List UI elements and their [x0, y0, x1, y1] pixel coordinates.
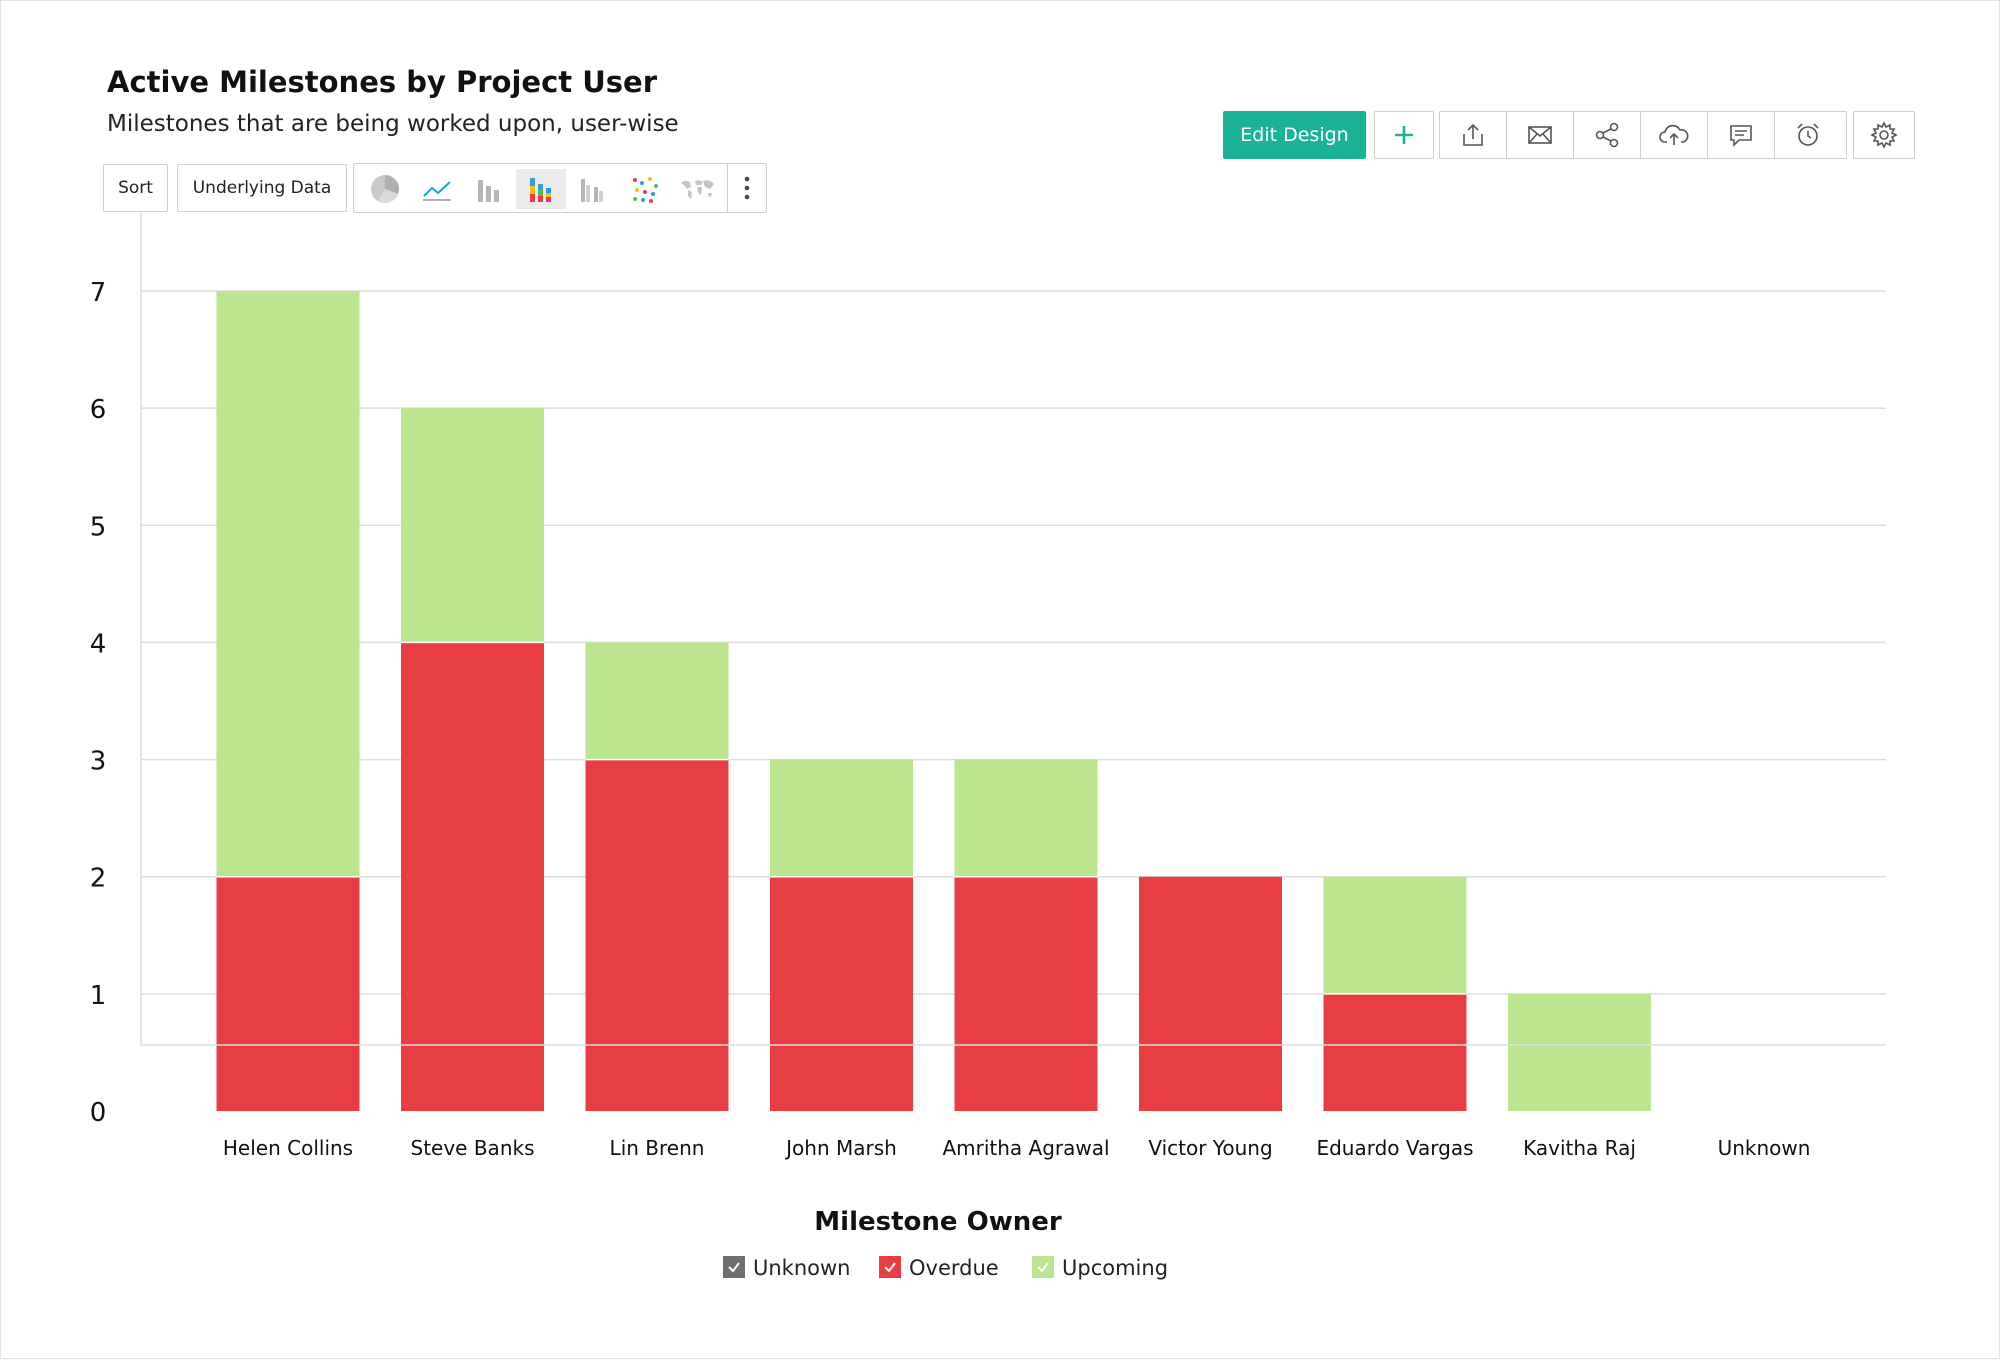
share-icon[interactable]	[1574, 112, 1641, 158]
bar-overdue-helen-collins[interactable]	[216, 876, 360, 1111]
scatter-chart-icon[interactable]	[620, 169, 670, 209]
y-tick-label: 5	[90, 512, 107, 542]
legend-swatch	[723, 1256, 745, 1278]
legend-swatch	[879, 1256, 901, 1278]
line-chart-icon[interactable]	[412, 169, 462, 209]
grouped-bar-chart-icon[interactable]	[568, 169, 618, 209]
stacked-bar-chart-icon[interactable]	[516, 169, 566, 209]
x-tick-label: Amritha Agrawal	[942, 1136, 1109, 1160]
bar-overdue-amritha-agrawal[interactable]	[954, 876, 1098, 1111]
export-icon[interactable]	[1440, 112, 1507, 158]
bar-upcoming-amritha-agrawal[interactable]	[954, 759, 1098, 877]
legend-item-upcoming[interactable]: Upcoming	[1032, 1256, 1168, 1280]
comment-icon[interactable]	[1708, 112, 1775, 158]
y-tick-label: 4	[90, 629, 107, 659]
y-tick-label: 2	[90, 864, 107, 894]
check-icon	[728, 1262, 740, 1273]
bar-upcoming-helen-collins[interactable]	[216, 291, 360, 877]
bar-upcoming-steve-banks[interactable]	[401, 408, 544, 643]
legend-swatch	[1032, 1256, 1054, 1278]
chart-type-bar	[353, 163, 767, 213]
legend-label: Unknown	[753, 1256, 850, 1280]
chart-subtitle: Milestones that are being worked upon, u…	[107, 111, 679, 137]
y-tick-label: 7	[90, 278, 107, 308]
check-icon	[1037, 1262, 1049, 1273]
email-icon[interactable]	[1507, 112, 1574, 158]
edit-design-button[interactable]: Edit Design	[1223, 111, 1366, 159]
bar-overdue-eduardo-vargas[interactable]	[1323, 993, 1467, 1111]
map-chart-icon[interactable]	[672, 169, 722, 209]
bar-overdue-lin-brenn[interactable]	[585, 759, 729, 1111]
settings-icon[interactable]	[1854, 112, 1914, 158]
publish-cloud-icon[interactable]	[1641, 112, 1708, 158]
x-tick-label: John Marsh	[784, 1136, 897, 1160]
add-group	[1374, 111, 1434, 159]
x-tick-label: Lin Brenn	[610, 1136, 705, 1160]
bar-upcoming-john-marsh[interactable]	[770, 759, 913, 877]
x-tick-label: Helen Collins	[223, 1136, 353, 1160]
x-tick-label: Kavitha Raj	[1523, 1136, 1636, 1160]
add-icon[interactable]	[1375, 112, 1433, 158]
sort-button[interactable]: Sort	[103, 164, 168, 212]
x-tick-label: Victor Young	[1148, 1136, 1272, 1160]
alarm-icon[interactable]	[1775, 112, 1841, 158]
bar-upcoming-eduardo-vargas[interactable]	[1323, 876, 1467, 994]
bar-upcoming-lin-brenn[interactable]	[585, 642, 729, 760]
legend-label: Overdue	[909, 1256, 999, 1280]
legend-label: Upcoming	[1062, 1256, 1168, 1280]
axes: 0 1 2 3 4 5 6 7 Helen Collins Steve Banks Lin Bren…	[90, 211, 1886, 1160]
x-axis-title: Milestone Owner	[814, 1207, 1062, 1237]
check-icon	[884, 1262, 896, 1273]
y-tick-label: 1	[90, 981, 107, 1011]
y-tick-label: 0	[90, 1098, 107, 1128]
bar-series	[216, 291, 1651, 1111]
bar-overdue-john-marsh[interactable]	[770, 876, 913, 1111]
share-actions-group	[1439, 111, 1847, 159]
legend: Unknown Overdue Upcoming	[723, 1256, 1168, 1280]
chart-title: Active Milestones by Project User	[107, 65, 658, 99]
underlying-data-button[interactable]: Underlying Data	[177, 164, 347, 212]
bar-overdue-steve-banks[interactable]	[401, 642, 544, 1111]
pie-chart-icon[interactable]	[360, 169, 410, 209]
settings-group	[1853, 111, 1915, 159]
legend-item-unknown[interactable]: Unknown	[723, 1256, 850, 1280]
bar-chart-icon[interactable]	[464, 169, 514, 209]
x-tick-label: Eduardo Vargas	[1316, 1136, 1473, 1160]
bar-upcoming-kavitha-raj[interactable]	[1508, 993, 1651, 1111]
x-tick-label: Steve Banks	[411, 1136, 535, 1160]
legend-item-overdue[interactable]: Overdue	[879, 1256, 999, 1280]
x-tick-label: Unknown	[1718, 1136, 1811, 1160]
bar-overdue-victor-young[interactable]	[1139, 876, 1282, 1111]
more-options-icon[interactable]	[727, 164, 766, 212]
y-tick-label: 3	[90, 747, 107, 777]
y-tick-label: 6	[90, 395, 107, 425]
